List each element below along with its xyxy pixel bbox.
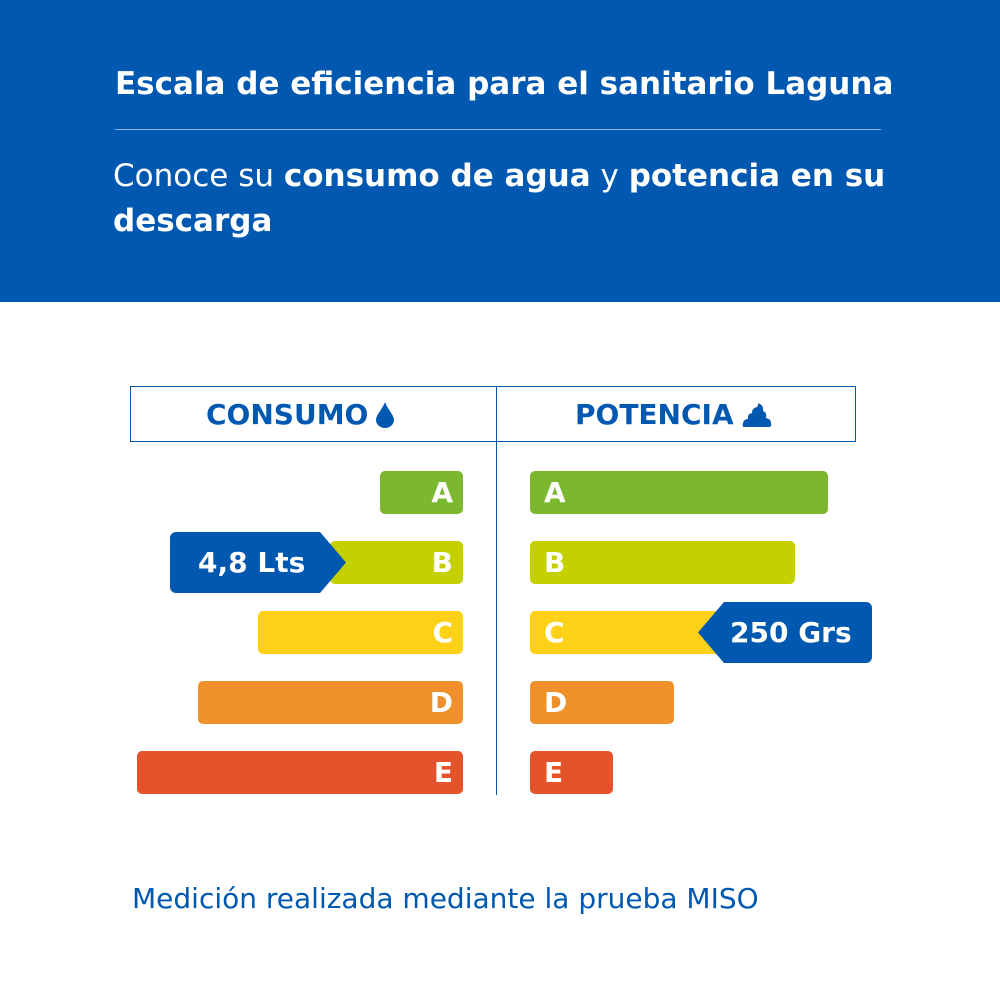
potencia-value: 250 Grs	[730, 616, 852, 649]
consumo-value: 4,8 Lts	[198, 546, 306, 579]
potencia-bar-d: D	[530, 681, 674, 724]
water-drop-icon	[376, 401, 395, 428]
grade-label: A	[431, 476, 453, 509]
potencia-bar-a: A	[530, 471, 828, 514]
grade-label: B	[544, 546, 566, 579]
potencia-bar-b: B	[530, 541, 795, 584]
consumo-header: CONSUMO	[206, 398, 395, 431]
subtitle-text: Conoce su	[113, 158, 284, 194]
grade-label: E	[433, 756, 453, 789]
consumo-label: CONSUMO	[206, 398, 369, 431]
grade-label: B	[431, 546, 453, 579]
table-header-box	[130, 386, 856, 442]
potencia-label: POTENCIA	[575, 398, 734, 431]
subtitle-bold: potencia en su descarga	[113, 158, 886, 239]
poop-icon	[742, 402, 771, 427]
consumo-bar-d: D	[198, 681, 463, 724]
header-banner: Escala de eficiencia para el sanitario L…	[0, 0, 1000, 302]
grade-label: D	[544, 686, 568, 719]
grade-label: C	[544, 616, 565, 649]
grade-label: A	[544, 476, 566, 509]
consumo-bar-a: A	[380, 471, 463, 514]
footer-note: Medición realizada mediante la prueba MI…	[132, 882, 759, 915]
column-divider	[496, 386, 497, 795]
consumo-result-tag: 4,8 Lts	[170, 532, 346, 593]
consumo-bar-b: B	[330, 541, 463, 584]
potencia-bar-e: E	[530, 751, 613, 794]
grade-label: C	[432, 616, 453, 649]
grade-label: E	[544, 756, 564, 789]
subtitle-text: y	[590, 158, 629, 194]
potencia-result-tag: 250 Grs	[698, 602, 872, 663]
consumo-bar-e: E	[137, 751, 463, 794]
subtitle-bold: consumo de agua	[283, 158, 591, 194]
page-title: Escala de eficiencia para el sanitario L…	[115, 66, 894, 102]
subtitle: Conoce su consumo de agua y potencia en …	[113, 154, 903, 244]
grade-label: D	[429, 686, 453, 719]
consumo-bar-c: C	[258, 611, 463, 654]
divider	[115, 129, 881, 130]
potencia-header: POTENCIA	[575, 398, 772, 431]
